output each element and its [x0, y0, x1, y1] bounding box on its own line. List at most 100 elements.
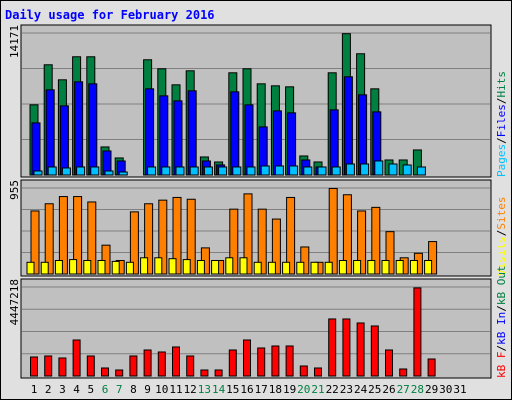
bar-kb-f-day-2: [44, 355, 53, 377]
bar-kb-f-day-5: [86, 355, 95, 377]
x-tick-label-22: 22: [326, 383, 339, 396]
bar-sites-day-29: [428, 241, 438, 275]
x-tick-label-17: 17: [255, 383, 268, 396]
bar-pages-day-11: [175, 166, 185, 176]
x-tick-label-13: 13: [198, 383, 211, 396]
bar-kb-f-day-21: [314, 367, 322, 377]
panel-1-legend-item-4: /: [495, 98, 508, 105]
panel-2-legend-item-3: Sites: [495, 197, 508, 230]
x-tick-label-4: 4: [73, 383, 80, 396]
bar-pages-day-15: [232, 166, 242, 176]
bar-kb-f-day-26: [385, 349, 393, 377]
bar-pages-day-18: [274, 165, 284, 176]
bar-pages-day-23: [345, 163, 355, 176]
bar-files-day-3: [59, 105, 69, 176]
bar-visits-day-25: [367, 259, 376, 275]
bar-kb-f-day-23: [342, 318, 351, 377]
bar-kb-f-day-25: [370, 325, 379, 377]
bar-pages-day-7: [118, 171, 128, 176]
bar-visits-day-10: [154, 257, 163, 275]
bar-visits-day-14: [211, 259, 220, 275]
x-tick-label-15: 15: [226, 383, 239, 396]
bar-pages-day-12: [189, 166, 199, 176]
bar-files-day-16: [244, 104, 254, 176]
x-tick-label-6: 6: [102, 383, 109, 396]
bar-pages-day-4: [76, 166, 86, 176]
bar-files-day-15: [230, 91, 240, 176]
panel-3-legend: kB F/kB In/kB Out: [495, 265, 508, 378]
bar-kb-f-day-14: [214, 369, 223, 377]
bar-visits-day-13: [196, 259, 205, 275]
bar-kb-f-day-27: [399, 368, 408, 377]
panels-layer: 14171Pages/Files/Hits955Visits/Sites4447…: [8, 24, 508, 379]
bar-files-day-18: [272, 110, 282, 176]
bar-files-day-2: [45, 89, 55, 176]
x-tick-label-9: 9: [144, 383, 151, 396]
panel-1-legend-item-3: Files: [495, 104, 508, 137]
x-tick-label-2: 2: [45, 383, 52, 396]
bar-sites-day-5: [87, 201, 97, 275]
x-tick-label-19: 19: [283, 383, 296, 396]
bar-visits-day-28: [409, 259, 418, 275]
bar-visits-day-26: [381, 259, 390, 275]
x-tick-label-12: 12: [184, 383, 197, 396]
bar-visits-day-15: [225, 257, 234, 275]
panel-2-bars: [26, 187, 438, 275]
bar-files-day-1: [31, 122, 41, 176]
bar-pages-day-21: [317, 166, 327, 176]
bar-kb-f-day-17: [257, 347, 266, 377]
panel-3-legend-item-5: kB Out: [495, 265, 508, 305]
bar-visits-day-20: [296, 261, 305, 275]
bar-visits-day-24: [353, 259, 362, 275]
x-tick-label-20: 20: [297, 383, 310, 396]
panel-3-max-label: 4447218: [8, 279, 21, 325]
bar-sites-day-22: [328, 187, 338, 275]
bar-pages-day-6: [104, 170, 114, 176]
panel-1-legend-item-1: Pages: [495, 144, 508, 177]
x-tick-label-3: 3: [59, 383, 66, 396]
bar-pages-day-9: [147, 166, 157, 176]
bar-kb-f-day-6: [101, 367, 109, 377]
bar-sites-day-23: [342, 194, 352, 275]
bar-files-day-10: [159, 95, 169, 176]
x-axis-labels: 1 2 3 4 5 6 7 8 9 10 11 12 13 14 15 16 17 18 19 20 21 22 23 24 2…: [31, 383, 467, 396]
bar-sites-day-24: [357, 210, 367, 275]
bar-pages-day-14: [218, 166, 228, 176]
x-tick-label-28: 28: [411, 383, 424, 396]
bar-kb-f-day-22: [328, 318, 337, 377]
bar-visits-day-7: [111, 260, 120, 275]
panel-1-max-label: 14171: [8, 25, 21, 58]
bar-kb-f-day-13: [200, 369, 209, 377]
bar-visits-day-5: [83, 259, 92, 275]
chart-title: Daily usage for February 2016: [5, 8, 215, 22]
bar-sites-day-9: [144, 203, 154, 275]
x-tick-label-25: 25: [368, 383, 381, 396]
x-tick-label-8: 8: [130, 383, 137, 396]
bar-pages-day-10: [161, 166, 171, 176]
bar-visits-day-17: [253, 261, 262, 275]
bar-sites-day-6: [101, 244, 111, 275]
bar-kb-f-day-20: [299, 365, 308, 377]
bar-kb-f-day-28: [413, 287, 422, 377]
bar-pages-day-22: [331, 166, 341, 176]
x-tick-label-18: 18: [269, 383, 282, 396]
bar-pages-day-25: [374, 160, 384, 176]
panel-2: 955 Visits/Sites: [8, 179, 508, 277]
panel-1-bars: [29, 33, 426, 176]
bar-kb-f-day-9: [143, 349, 152, 377]
bar-kb-f-day-18: [271, 345, 280, 377]
x-tick-label-1: 1: [31, 383, 38, 396]
x-tick-label-27: 27: [397, 383, 410, 396]
panel-2-legend: Visits/Sites: [495, 197, 508, 277]
bar-files-day-5: [88, 83, 98, 176]
bar-sites-day-11: [172, 196, 182, 275]
bar-sites-day-10: [158, 199, 168, 275]
panel-2-legend-item-2: /: [495, 230, 508, 237]
bar-kb-f-day-11: [172, 346, 180, 377]
panel-3-legend-item-1: kB F: [495, 352, 508, 379]
bar-sites-day-25: [371, 206, 381, 275]
panel-1-legend: Pages/Files/Hits: [495, 71, 508, 177]
bar-kb-f-day-8: [129, 355, 138, 377]
panel-3-legend-item-4: /: [495, 305, 508, 312]
bar-kb-f-day-15: [228, 349, 237, 377]
